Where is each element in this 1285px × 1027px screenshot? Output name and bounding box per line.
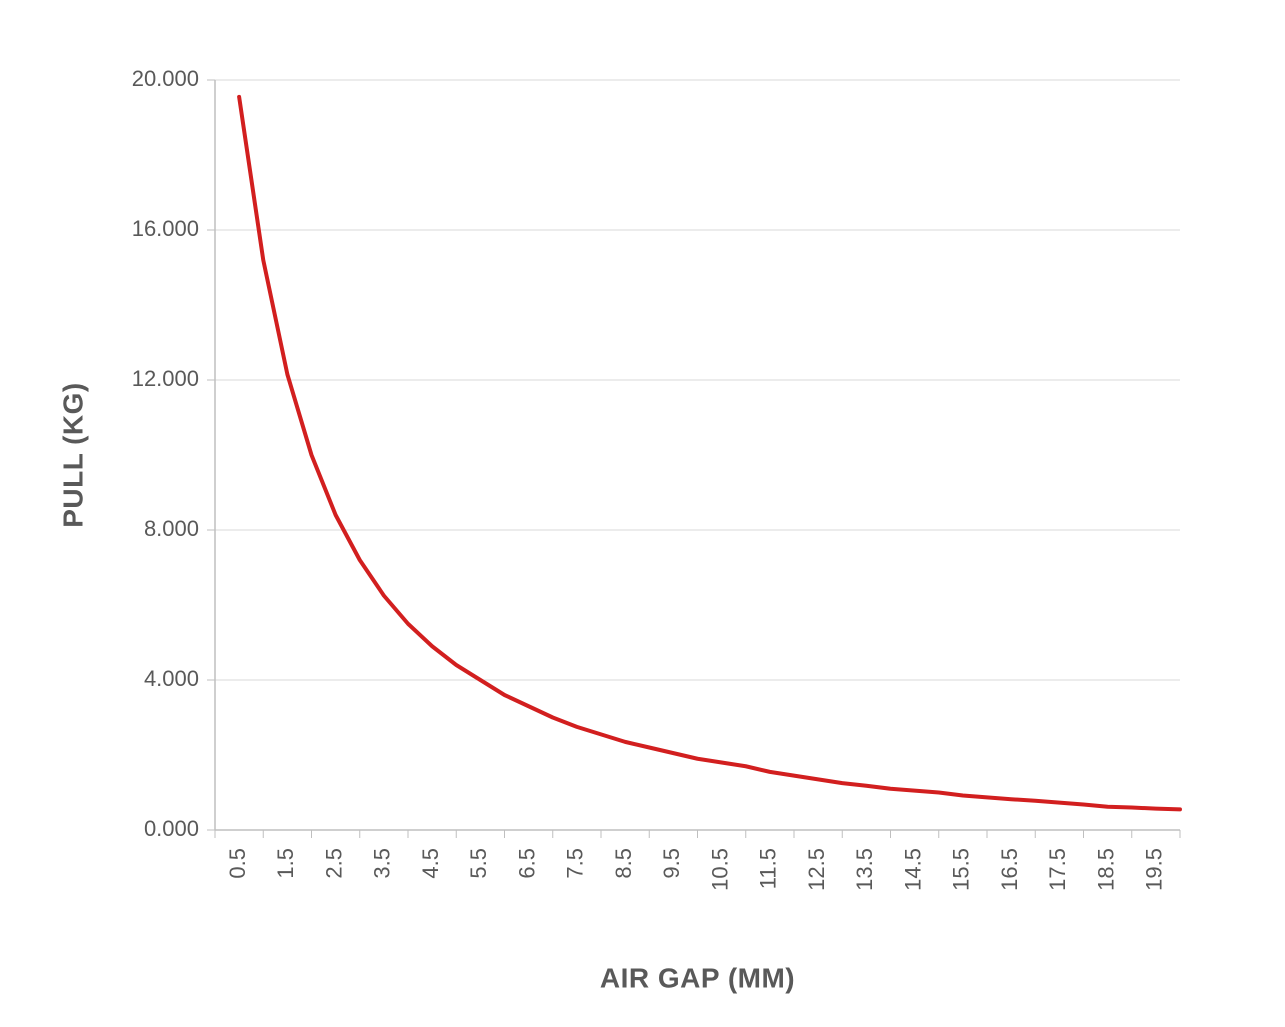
chart-container: 0.000 4.000 8.000 12.000 16.000 20.000 0.5 1.5 2… [0,0,1285,1027]
y-axis-title: PULL (KG) [57,382,88,528]
x-tick-label: 19.5 [1142,848,1167,891]
x-tick-label: 15.5 [949,848,974,891]
x-tick-label: 9.5 [659,848,684,879]
line-chart: 0.000 4.000 8.000 12.000 16.000 20.000 0.5 1.5 2… [0,0,1285,1027]
x-tick-label: 1.5 [273,848,298,879]
x-tick-label: 8.5 [611,848,636,879]
x-tick-label: 12.5 [804,848,829,891]
x-tick-label: 3.5 [370,848,395,879]
y-tick-label: 12.000 [132,366,199,391]
x-tick-label: 17.5 [1045,848,1070,891]
x-tick-label: 6.5 [514,848,539,879]
x-tick-label: 4.5 [418,848,443,879]
y-tick-label: 8.000 [144,516,199,541]
x-tick-label: 7.5 [563,848,588,879]
x-tick-label: 18.5 [1093,848,1118,891]
x-tick-label: 14.5 [900,848,925,891]
y-tick-label: 0.000 [144,816,199,841]
x-tick-label: 0.5 [225,848,250,879]
x-axis-title: AIR GAP (MM) [600,962,795,993]
y-tick-label: 20.000 [132,66,199,91]
x-tick-label: 5.5 [466,848,491,879]
x-tick-label: 10.5 [707,848,732,891]
x-tick-label: 11.5 [756,848,781,889]
x-tick-label: 16.5 [997,848,1022,891]
series-line-pull-vs-airgap [239,97,1180,810]
x-tick-label: 2.5 [321,848,346,879]
y-tick-label: 16.000 [132,216,199,241]
y-tick-label: 4.000 [144,666,199,691]
x-tick-label: 13.5 [852,848,877,891]
